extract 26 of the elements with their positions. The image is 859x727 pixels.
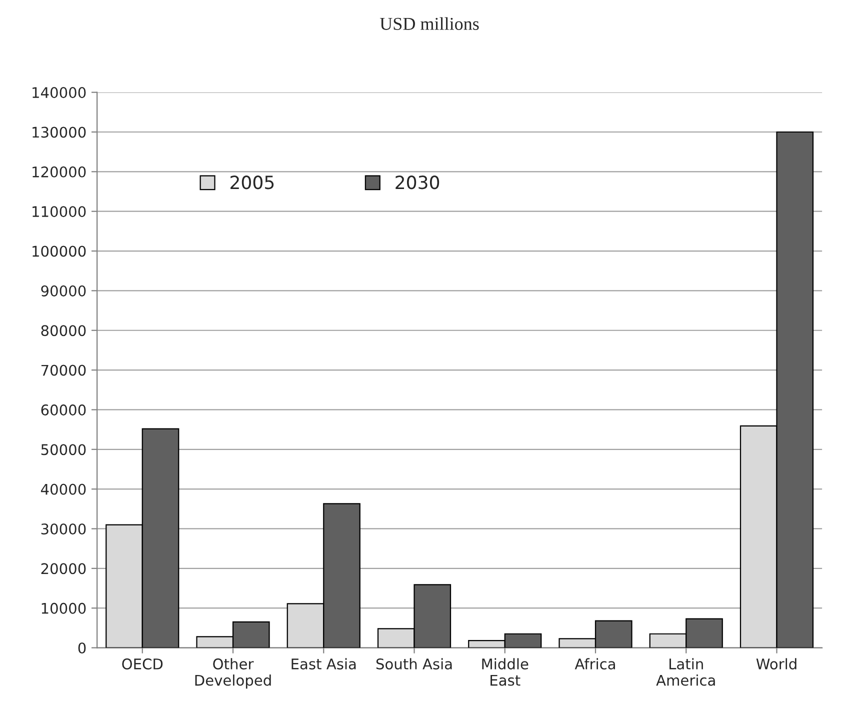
- y-tick-label: 30000: [41, 523, 86, 534]
- y-tick-label: 120000: [32, 166, 86, 178]
- x-tick-label: Latin America: [656, 658, 715, 686]
- x-tick-label: Other Developed: [195, 658, 271, 689]
- x-tick-label: Middle East: [482, 658, 528, 686]
- x-tick-label: World: [756, 658, 796, 670]
- legend-label: 2030: [396, 176, 440, 190]
- x-tick-label: South Asia: [376, 658, 452, 670]
- y-tick-label: 40000: [40, 484, 86, 495]
- x-tick-label: Africa: [574, 658, 615, 670]
- y-tick-label: 20000: [41, 563, 86, 574]
- legend-label: 2005: [230, 176, 274, 190]
- y-tick-label: 10000: [42, 602, 86, 614]
- y-tick-label: 90000: [41, 285, 86, 296]
- x-tick-label: East Asia: [292, 658, 356, 670]
- y-tick-label: 70000: [41, 364, 86, 376]
- x-tick-label: OECD: [122, 658, 163, 670]
- y-tick-label: 60000: [41, 404, 86, 416]
- y-tick-label: 110000: [32, 206, 86, 218]
- y-tick-label: 80000: [41, 325, 86, 336]
- chart-title: USD millions: [380, 17, 479, 30]
- y-tick-label: 130000: [32, 126, 86, 138]
- y-tick-label: 0: [78, 642, 86, 654]
- y-tick-label: 50000: [41, 444, 86, 456]
- y-tick-label: 100000: [32, 246, 86, 257]
- y-tick-label: 140000: [32, 87, 86, 98]
